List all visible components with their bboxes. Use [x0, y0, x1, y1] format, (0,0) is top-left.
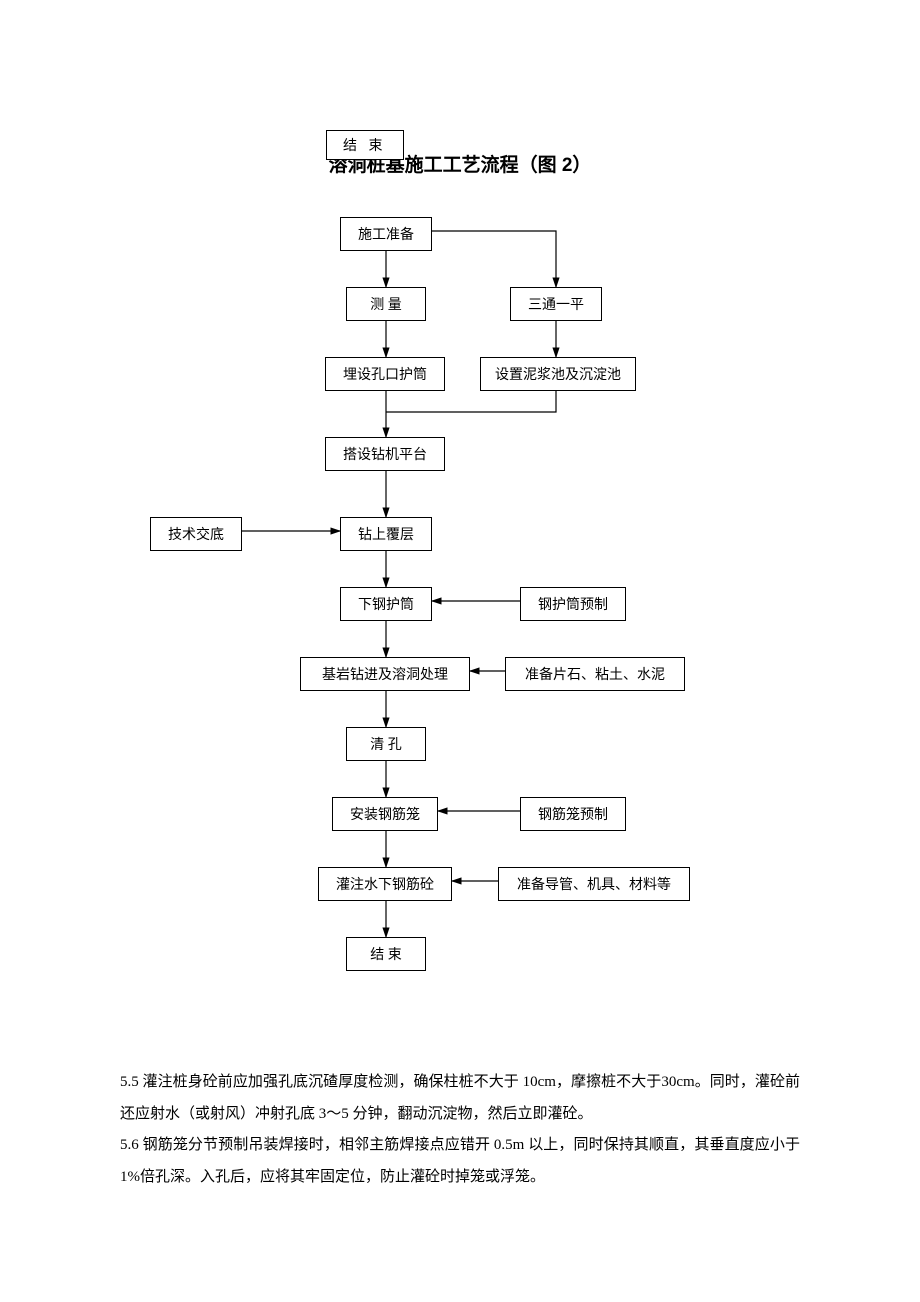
flowchart-node: 搭设钻机平台: [325, 437, 445, 471]
flowchart-node: 准备片石、粘土、水泥: [505, 657, 685, 691]
flowchart-container: 施工准备测 量 三通一平埋设孔口护筒 设置泥浆池及沉淀池搭设钻机平台技术交底 钻上覆层…: [120, 217, 800, 1037]
flowchart-node: 基岩钻进及溶洞处理: [300, 657, 470, 691]
flowchart-node: 准备导管、机具、材料等: [498, 867, 690, 901]
flowchart-node: 安装钢筋笼: [332, 797, 438, 831]
flowchart-node: 钢护筒预制: [520, 587, 626, 621]
flowchart-node: 埋设孔口护筒: [325, 357, 445, 391]
flowchart-node: 下钢护筒: [340, 587, 432, 621]
flowchart-node: 三通一平: [510, 287, 602, 321]
flowchart-edge: [432, 231, 556, 287]
flowchart-node: 设置泥浆池及沉淀池: [480, 357, 636, 391]
body-text: 5.5 灌注桩身砼前应加强孔底沉碴厚度检测，确保柱桩不大于 10cm，摩擦桩不大…: [120, 1067, 800, 1193]
paragraph: 5.6 钢筋笼分节预制吊装焊接时，相邻主筋焊接点应错开 0.5m 以上，同时保持…: [120, 1130, 800, 1193]
top-end-box: 结 束: [326, 130, 404, 160]
paragraph: 5.5 灌注桩身砼前应加强孔底沉碴厚度检测，确保柱桩不大于 10cm，摩擦桩不大…: [120, 1067, 800, 1130]
flowchart-edges: [120, 217, 800, 1037]
flowchart-node: 钻上覆层: [340, 517, 432, 551]
flowchart-node: 施工准备: [340, 217, 432, 251]
flowchart-node: 灌注水下钢筋砼: [318, 867, 452, 901]
flowchart-node: 清 孔: [346, 727, 426, 761]
flowchart-node: 结 束: [346, 937, 426, 971]
flowchart-node: 钢筋笼预制: [520, 797, 626, 831]
flowchart-node: 测 量: [346, 287, 426, 321]
flowchart-node: 技术交底: [150, 517, 242, 551]
diagram-title: 溶洞桩基施工工艺流程（图 2）: [120, 150, 800, 177]
